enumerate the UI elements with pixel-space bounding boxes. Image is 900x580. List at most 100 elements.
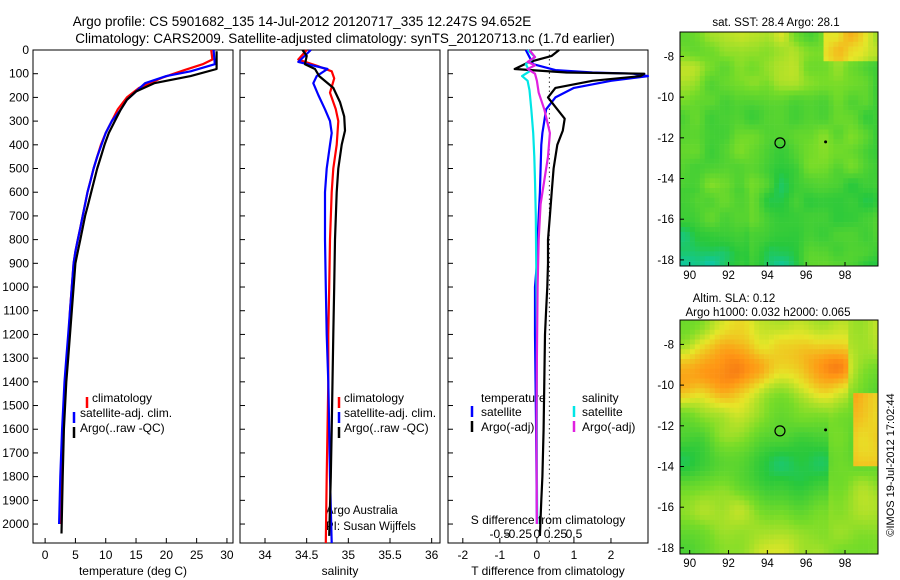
heatmap-cell [749,41,755,47]
heatmap-cell [873,354,879,360]
heatmap-cell [868,51,874,57]
heatmap-cell [719,432,725,438]
heatmap-cell [848,437,854,443]
heatmap-cell [848,217,854,223]
heatmap-cell [848,329,854,335]
heatmap-cell [764,41,770,47]
heatmap-cell [828,383,834,389]
x-tick-label: 1 [571,548,578,562]
heatmap-cell [689,163,696,169]
heatmap-cell [744,222,750,228]
heatmap-cell [788,539,795,545]
heatmap-cell [788,129,795,135]
heatmap-cell [828,461,834,467]
heatmap-cell [744,110,750,116]
heatmap-cell [818,75,824,82]
heatmap-cell [769,158,775,164]
heatmap-cell [680,388,686,394]
heatmap-cell [779,471,785,477]
heatmap-cell [868,515,874,521]
heatmap-cell [873,495,879,501]
heatmap-cell [759,46,765,52]
heatmap-cell [808,388,814,394]
heatmap-cell [843,119,849,125]
heatmap-cell [714,41,720,47]
heatmap-cell [759,95,765,101]
heatmap-cell [853,519,859,526]
heatmap-cell [858,158,864,164]
heatmap-cell [694,168,701,174]
heatmap-cell [769,417,775,423]
heatmap-cell [719,344,725,350]
heatmap-cell [838,227,844,233]
heatmap-cell [744,100,750,106]
heatmap-cell [689,529,696,535]
heatmap-cell [848,393,854,399]
heatmap-cell [873,456,879,462]
heatmap-cell [769,432,775,438]
heatmap-cell [689,110,696,116]
heatmap-cell [774,549,780,555]
heatmap-cell [684,124,691,130]
heatmap-cell [838,461,844,467]
heatmap-cell [709,105,715,111]
heatmap-cell [749,149,755,155]
heatmap-cell [808,153,814,160]
heatmap-cell [724,95,730,101]
heatmap-cell [873,524,879,530]
heatmap-cell [793,339,800,345]
heatmap-cell [714,241,720,247]
heatmap-cell [724,359,730,365]
heatmap-cell [694,212,701,218]
heatmap-cell [719,320,725,326]
heatmap-cell [828,427,834,433]
heatmap-cell [858,441,864,448]
heatmap-cell [808,363,814,370]
heatmap-cell [774,100,780,106]
heatmap-cell [774,529,780,535]
heatmap-cell [699,373,706,379]
heatmap-cell [724,217,730,223]
heatmap-cell [759,173,765,179]
heatmap-cell [744,320,750,326]
heatmap-cell [694,383,701,389]
heatmap-cell [808,114,814,121]
heatmap-cell [828,256,834,262]
heatmap-cell [759,466,765,472]
heatmap-cell [739,320,745,326]
heatmap-cell [774,231,780,238]
heatmap-cell [729,56,735,62]
heatmap-cell [868,383,874,389]
heatmap-cell [680,183,686,189]
heatmap-cell [714,544,720,550]
heatmap-cell [798,217,805,223]
heatmap-cell [779,231,785,238]
heatmap-cell [853,407,859,413]
heatmap-cell [714,549,720,555]
heatmap-cell [729,114,735,121]
heatmap-cell [759,261,765,267]
heatmap-cell [818,173,824,179]
heatmap-cell [793,383,800,389]
y-tick-label: 700 [9,209,29,223]
heatmap-cell [783,56,790,62]
heatmap-cell [774,207,780,213]
heatmap-cell [813,100,819,106]
heatmap-cell [873,222,879,228]
y-tick-label: 600 [9,185,29,199]
heatmap-cell [848,158,854,164]
heatmap-cell [704,378,710,384]
heatmap-cell [828,227,834,233]
heatmap-cell [818,441,824,448]
heatmap-cell [779,427,785,433]
heatmap-cell [724,173,730,179]
heatmap-cell [838,251,844,257]
heatmap-cell [739,178,745,184]
heatmap-cell [813,241,819,247]
heatmap-cell [729,153,735,160]
heatmap-cell [823,407,829,413]
heatmap-cell [719,407,725,413]
heatmap-cell [689,339,696,345]
legend-s-satellite-label: satellite [582,405,623,419]
heatmap-cell [838,324,844,331]
